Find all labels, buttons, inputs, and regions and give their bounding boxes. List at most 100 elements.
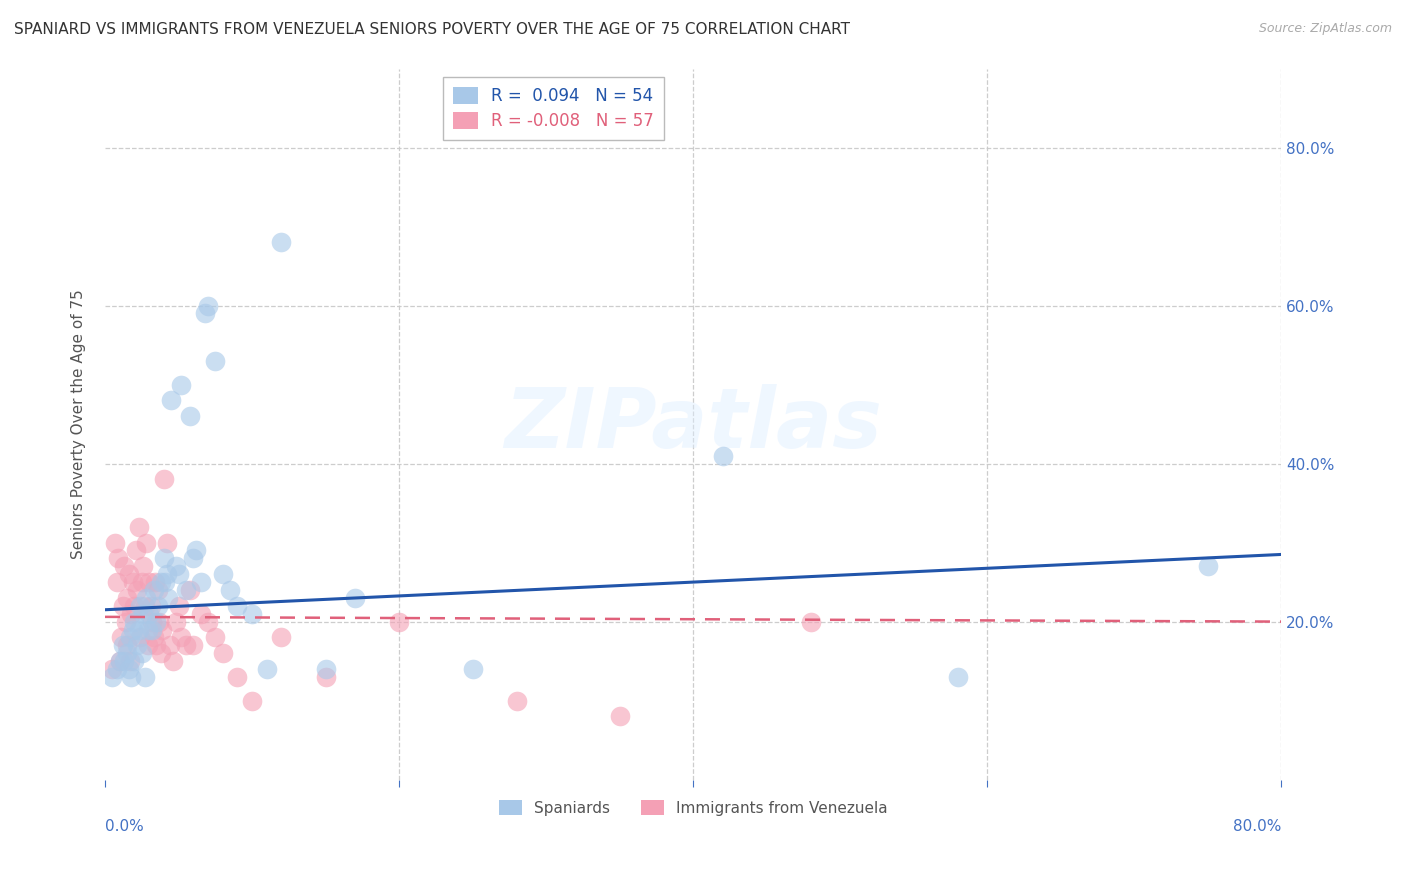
Point <box>270 631 292 645</box>
Point <box>157 591 180 605</box>
Point <box>141 615 163 629</box>
Point <box>162 654 184 668</box>
Point <box>197 299 219 313</box>
Point <box>136 638 159 652</box>
Point <box>143 575 166 590</box>
Point <box>124 654 146 668</box>
Point <box>240 693 263 707</box>
Point <box>146 582 169 597</box>
Legend: Spaniards, Immigrants from Venezuela: Spaniards, Immigrants from Venezuela <box>494 794 894 822</box>
Y-axis label: Seniors Poverty Over the Age of 75: Seniors Poverty Over the Age of 75 <box>72 289 86 559</box>
Point <box>105 662 128 676</box>
Point <box>115 591 138 605</box>
Point <box>315 670 337 684</box>
Point <box>155 575 177 590</box>
Point <box>135 535 157 549</box>
Point <box>120 607 142 621</box>
Point <box>114 615 136 629</box>
Text: ZIPatlas: ZIPatlas <box>505 384 882 465</box>
Point <box>138 607 160 621</box>
Point <box>101 662 124 676</box>
Point <box>226 599 249 613</box>
Point <box>122 623 145 637</box>
Point <box>156 567 179 582</box>
Point <box>181 551 204 566</box>
Point <box>153 551 176 566</box>
Point <box>146 599 169 613</box>
Point <box>1197 559 1219 574</box>
Point <box>128 520 150 534</box>
Point <box>139 599 162 613</box>
Point <box>129 631 152 645</box>
Point <box>219 582 242 597</box>
Point <box>388 615 411 629</box>
Point <box>131 646 153 660</box>
Point <box>256 662 278 676</box>
Point <box>165 559 187 574</box>
Point <box>159 638 181 652</box>
Point <box>179 582 201 597</box>
Text: 80.0%: 80.0% <box>1233 819 1281 834</box>
Point <box>118 631 141 645</box>
Point <box>108 654 131 668</box>
Point <box>153 472 176 486</box>
Point <box>132 559 155 574</box>
Point <box>117 662 139 676</box>
Point <box>156 535 179 549</box>
Point <box>110 631 132 645</box>
Point <box>160 393 183 408</box>
Point <box>167 567 190 582</box>
Point <box>135 591 157 605</box>
Point <box>149 646 172 660</box>
Point <box>149 575 172 590</box>
Point <box>136 623 159 637</box>
Text: 0.0%: 0.0% <box>105 819 143 834</box>
Point <box>165 615 187 629</box>
Point <box>800 615 823 629</box>
Point <box>204 354 226 368</box>
Text: Source: ZipAtlas.com: Source: ZipAtlas.com <box>1258 22 1392 36</box>
Point <box>142 631 165 645</box>
Point <box>194 306 217 320</box>
Point <box>186 543 208 558</box>
Point <box>105 575 128 590</box>
Point <box>128 623 150 637</box>
Point <box>138 575 160 590</box>
Point <box>124 615 146 629</box>
Point <box>167 599 190 613</box>
Point <box>117 567 139 582</box>
Point <box>129 599 152 613</box>
Point <box>343 591 366 605</box>
Point <box>211 567 233 582</box>
Point <box>141 623 163 637</box>
Point <box>174 638 197 652</box>
Point <box>204 631 226 645</box>
Point <box>115 638 138 652</box>
Point <box>145 638 167 652</box>
Point <box>609 709 631 723</box>
Point <box>115 646 138 660</box>
Point <box>946 670 969 684</box>
Point <box>190 607 212 621</box>
Point <box>315 662 337 676</box>
Point <box>142 582 165 597</box>
Point <box>111 638 134 652</box>
Point <box>226 670 249 684</box>
Point <box>145 615 167 629</box>
Point <box>124 599 146 613</box>
Point <box>170 631 193 645</box>
Point <box>190 575 212 590</box>
Point <box>134 670 156 684</box>
Point <box>270 235 292 250</box>
Point <box>131 575 153 590</box>
Point <box>179 409 201 424</box>
Point <box>711 449 734 463</box>
Point <box>211 646 233 660</box>
Point <box>240 607 263 621</box>
Point <box>461 662 484 676</box>
Point <box>127 638 149 652</box>
Point <box>125 543 148 558</box>
Point <box>170 377 193 392</box>
Point <box>181 638 204 652</box>
Point <box>134 599 156 613</box>
